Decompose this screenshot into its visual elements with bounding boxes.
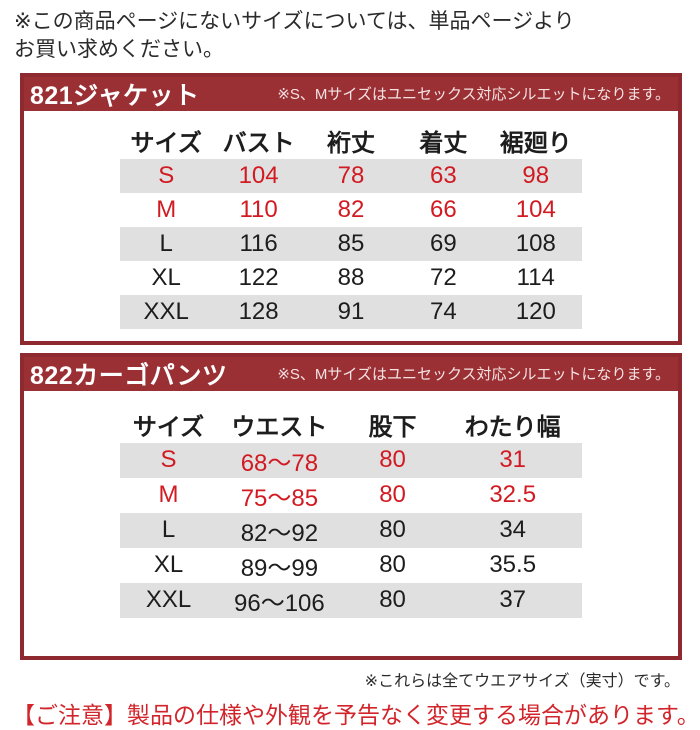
size-label: M bbox=[158, 481, 179, 509]
size-value: 114 bbox=[516, 263, 555, 291]
size-value: 120 bbox=[489, 294, 582, 329]
size-value: 116 bbox=[212, 226, 305, 261]
size-value: 98 bbox=[489, 158, 582, 193]
size-value: 91 bbox=[304, 294, 398, 329]
size-value: 96〜106 bbox=[217, 582, 342, 618]
column-header: 着丈 bbox=[419, 130, 468, 158]
size-value: 80 bbox=[341, 582, 444, 618]
size-value: 122 bbox=[238, 263, 279, 291]
size-value: 32.5 bbox=[489, 481, 537, 509]
caution-note: 【ご注意】製品の仕様や外観を予告なく変更する場合があります。 bbox=[12, 701, 700, 728]
table-row: XXL 96〜106 80 37 bbox=[120, 582, 582, 618]
cargo-pants-size-table: サイズ ウエスト 股下 わたり幅 S 68〜78 80 31 M 75〜85 80 32.5 L 82〜9… bbox=[120, 407, 582, 618]
size-value: 88 bbox=[337, 263, 365, 291]
table-row: L 116 85 69 108 bbox=[120, 226, 582, 261]
size-value: 80 bbox=[341, 512, 444, 548]
size-value: 80 bbox=[379, 481, 406, 509]
size-value: 63 bbox=[397, 158, 490, 193]
jacket-section-title: 821ジャケット bbox=[30, 81, 200, 110]
size-label: S bbox=[120, 442, 218, 478]
column-header: 股下 bbox=[368, 414, 417, 442]
size-value: 72 bbox=[430, 263, 457, 291]
jacket-size-table: サイズ バスト 裄丈 着丈 裾廻り S 104 78 63 98 M 110 82 66 104 L 116 85… bbox=[120, 123, 582, 329]
column-header: 裄丈 bbox=[326, 130, 375, 158]
availability-note-line1: ※この商品ページにないサイズについては、単品ページより bbox=[14, 10, 575, 33]
size-label: L bbox=[120, 226, 213, 261]
table-row: XXL 128 91 74 120 bbox=[120, 294, 582, 329]
table-row: L 82〜92 80 34 bbox=[120, 512, 582, 548]
size-value: 75〜85 bbox=[240, 484, 319, 512]
size-value: 85 bbox=[304, 226, 398, 261]
size-value: 104 bbox=[515, 195, 556, 223]
table-row: S 68〜78 80 31 bbox=[120, 442, 582, 478]
wear-size-note: ※これらは全てウエアサイズ（実寸）です。 bbox=[364, 672, 680, 690]
size-value: 34 bbox=[443, 512, 582, 548]
size-label: L bbox=[120, 512, 218, 548]
size-label: XXL bbox=[120, 294, 213, 329]
column-header: バスト bbox=[222, 130, 295, 158]
size-value: 78 bbox=[304, 158, 398, 193]
column-header: サイズ bbox=[130, 130, 202, 158]
table-row: M 75〜85 80 32.5 bbox=[120, 478, 582, 513]
cargo-pants-section-title: 822カーゴパンツ bbox=[30, 361, 228, 390]
size-value: 69 bbox=[397, 226, 490, 261]
jacket-silhouette-note: ※S、Mサイズはユニセックス対応シルエットになります。 bbox=[277, 86, 670, 104]
cargo-pants-section-header: 822カーゴパンツ ※S、Mサイズはユニセックス対応シルエットになります。 bbox=[24, 356, 678, 391]
size-value: 31 bbox=[443, 442, 582, 478]
size-value: 80 bbox=[379, 551, 406, 579]
cargo-pants-silhouette-note: ※S、Mサイズはユニセックス対応シルエットになります。 bbox=[277, 366, 670, 384]
size-label: XL bbox=[153, 551, 184, 579]
size-value: 74 bbox=[397, 294, 490, 329]
size-label: XL bbox=[151, 263, 181, 291]
column-header: 裾廻り bbox=[499, 130, 572, 158]
size-label: M bbox=[156, 195, 177, 223]
size-value: 35.5 bbox=[489, 551, 537, 579]
column-header: わたり幅 bbox=[464, 414, 561, 442]
size-value: 108 bbox=[489, 226, 582, 261]
column-header: サイズ bbox=[132, 414, 205, 442]
header-row: サイズ ウエスト 股下 わたり幅 bbox=[120, 407, 582, 443]
table-row: XL 122 88 72 114 bbox=[120, 261, 582, 295]
size-value: 89〜99 bbox=[240, 554, 319, 582]
size-label: XXL bbox=[120, 582, 218, 618]
jacket-size-section: 821ジャケット ※S、Mサイズはユニセックス対応シルエットになります。 サイズ… bbox=[20, 72, 682, 345]
cargo-pants-table-wrap: サイズ ウエスト 股下 わたり幅 S 68〜78 80 31 M 75〜85 80 32.5 L 82〜9… bbox=[24, 391, 678, 656]
size-value: 110 bbox=[239, 195, 278, 223]
size-label: S bbox=[120, 158, 213, 193]
size-value: 80 bbox=[341, 442, 444, 478]
column-header: ウエスト bbox=[231, 414, 328, 442]
jacket-section-header: 821ジャケット ※S、Mサイズはユニセックス対応シルエットになります。 bbox=[24, 76, 678, 111]
size-value: 82 bbox=[337, 195, 365, 223]
header-row: サイズ バスト 裄丈 着丈 裾廻り bbox=[120, 123, 582, 159]
table-row: M 110 82 66 104 bbox=[120, 193, 582, 227]
table-row: S 104 78 63 98 bbox=[120, 158, 582, 193]
size-value: 66 bbox=[430, 195, 457, 223]
cargo-pants-size-section: 822カーゴパンツ ※S、Mサイズはユニセックス対応シルエットになります。 サイ… bbox=[20, 352, 682, 660]
availability-note: ※この商品ページにないサイズについては、単品ページより お買い求めください。 bbox=[14, 8, 700, 64]
jacket-table-wrap: サイズ バスト 裄丈 着丈 裾廻り S 104 78 63 98 M 110 82 66 104 L 116 85… bbox=[24, 111, 678, 341]
size-value: 104 bbox=[212, 158, 305, 193]
size-value: 68〜78 bbox=[217, 442, 342, 478]
size-value: 37 bbox=[443, 582, 582, 618]
size-value: 82〜92 bbox=[217, 512, 342, 548]
availability-note-line2: お買い求めください。 bbox=[14, 37, 224, 61]
table-row: XL 89〜99 80 35.5 bbox=[120, 548, 582, 583]
size-value: 128 bbox=[212, 294, 305, 329]
